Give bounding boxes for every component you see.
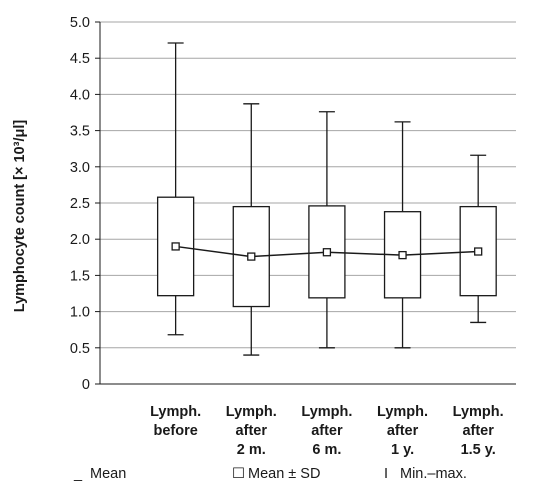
y-tick-label: 4.5 [70, 51, 90, 67]
y-tick-label: 3.5 [70, 124, 90, 140]
x-category-label: 1.5 y. [461, 442, 496, 458]
x-category-label: after [462, 423, 494, 439]
y-tick-label: 2.5 [70, 196, 90, 212]
x-category-label: after [236, 423, 268, 439]
legend: _ Mean ☐ Mean ± SD I Min.–max. [73, 466, 467, 482]
legend-label: Mean [90, 466, 126, 482]
x-category-label: 6 m. [312, 442, 341, 458]
y-tick-label: 1.5 [70, 268, 90, 284]
legend-label: Min.–max. [400, 466, 467, 482]
legend-symbol: I [384, 466, 388, 482]
x-category-label: Lymph. [453, 404, 504, 420]
legend-label: Mean ± SD [248, 466, 320, 482]
legend-symbol: ☐ [232, 466, 245, 482]
y-tick-labels: 0 0.5 1.0 1.5 2.0 2.5 3.0 3.5 4.0 4.5 5.0 [70, 15, 100, 393]
legend-symbol: _ [73, 466, 83, 482]
mean-marker [247, 252, 256, 261]
mean-line [171, 242, 483, 261]
x-category-label: after [311, 423, 343, 439]
y-tick-label: 1.0 [70, 305, 90, 321]
mean-marker [322, 248, 332, 257]
x-category-label: Lymph. [377, 404, 428, 420]
mean-marker [474, 247, 483, 256]
x-category-label: 2 m. [237, 442, 266, 458]
y-tick-label: 4.0 [70, 87, 90, 103]
y-tick-label: 3.0 [70, 160, 90, 176]
x-category-labels: Lymph. before Lymph. after 2 m. Lymph. after 6 … [150, 404, 504, 458]
x-category-label: after [387, 423, 419, 439]
x-category-label: 1 y. [391, 442, 414, 458]
mean-marker [398, 250, 407, 260]
whiskers [167, 42, 487, 356]
x-category-label: Lymph. [301, 404, 352, 420]
y-tick-label: 0.5 [70, 341, 90, 357]
y-axis-title: Lymphocyte count [× 10³/μl] [12, 120, 28, 313]
x-category-label: Lymph. [150, 404, 201, 420]
y-tick-label: 0 [82, 377, 90, 393]
gridlines [100, 21, 516, 349]
x-category-label: Lymph. [226, 404, 277, 420]
x-category-label: before [153, 423, 197, 439]
y-tick-label: 2.0 [70, 232, 90, 248]
mean-marker [171, 242, 180, 251]
y-tick-label: 5.0 [70, 15, 90, 31]
